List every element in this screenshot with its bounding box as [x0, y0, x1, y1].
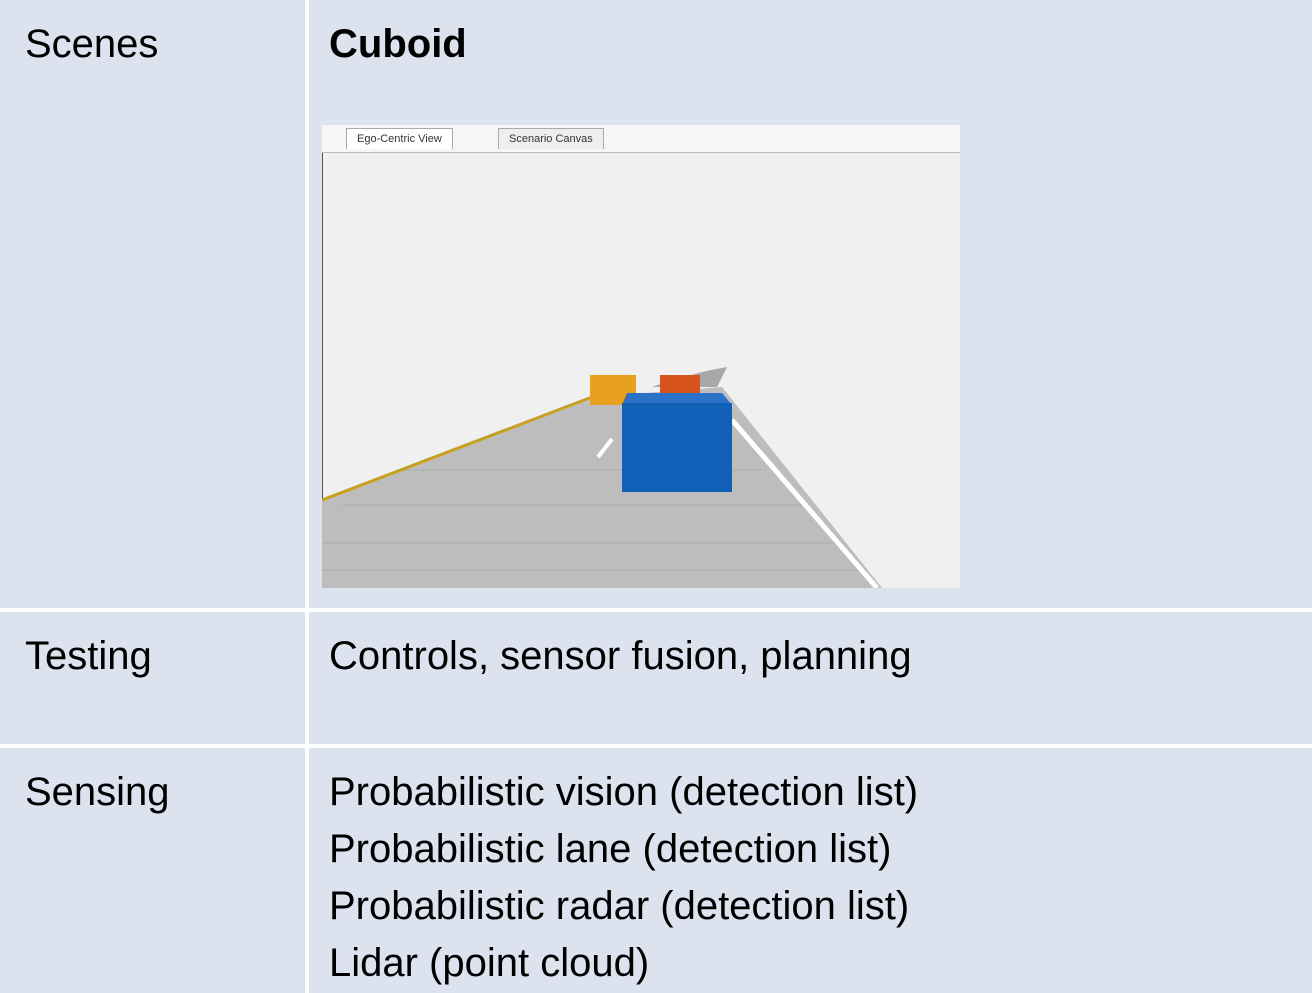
tab[interactable]: Ego-Centric View	[346, 128, 453, 149]
tab[interactable]: Scenario Canvas	[498, 128, 604, 149]
row-label: Sensing	[25, 770, 170, 814]
sensing-list: Probabilistic vision (detection list) Pro…	[329, 764, 918, 992]
sensing-item: Probabilistic lane (detection list)	[329, 827, 892, 871]
scene-render	[322, 153, 882, 588]
cell	[0, 612, 305, 744]
sensing-item: Probabilistic vision (detection list)	[329, 770, 919, 814]
screenshot: Ego-Centric View Scenario Canvas	[322, 125, 960, 588]
cell	[0, 748, 305, 993]
scene-title: Cuboid	[329, 22, 467, 66]
cell-text: Controls, sensor fusion, planning	[329, 634, 912, 678]
row-label: Scenes	[25, 22, 159, 66]
sensing-item: Probabilistic radar (detection list)	[329, 884, 910, 928]
cell	[309, 612, 1312, 744]
sensing-item: Lidar (point cloud)	[329, 941, 650, 985]
cell	[309, 748, 1312, 993]
cell	[0, 0, 305, 608]
row-label: Testing	[25, 634, 152, 678]
